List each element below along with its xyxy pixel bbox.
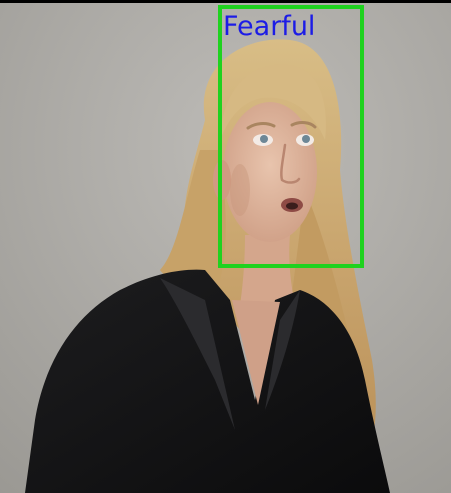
collar-right	[265, 290, 300, 410]
blouse	[25, 269, 390, 493]
eyebrow-left	[246, 122, 276, 130]
emotion-label: Fearful	[223, 11, 316, 42]
eyebrow-right	[290, 121, 317, 129]
iris-right	[302, 135, 310, 143]
collar-left	[160, 278, 235, 430]
mouth-inner	[286, 202, 298, 210]
ear	[213, 160, 231, 200]
face-detection-box	[218, 5, 364, 268]
top-border-strip	[0, 0, 451, 3]
cheek-shadow	[230, 164, 250, 216]
neck	[240, 235, 295, 305]
hair-left-strand	[160, 150, 226, 283]
hair-front	[220, 63, 326, 140]
nose	[280, 143, 301, 184]
chest-v	[232, 300, 280, 405]
iris-left	[260, 135, 268, 143]
